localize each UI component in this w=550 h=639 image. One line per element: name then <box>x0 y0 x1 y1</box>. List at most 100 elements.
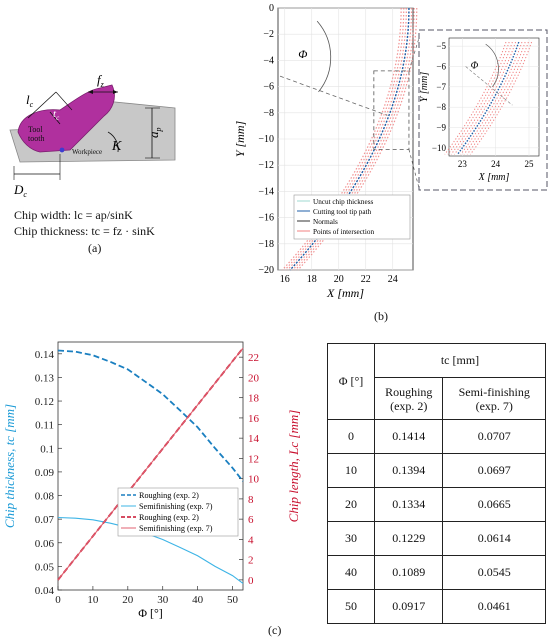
table-row: 20 0.1334 0.0665 <box>327 487 546 522</box>
inset-x-tick-label: 23 <box>458 159 468 169</box>
inset-y-tick-label: −6 <box>436 61 446 71</box>
left-y-tick-label: 0.12 <box>35 396 54 408</box>
table-row: 0 0.1414 0.0707 <box>327 419 546 454</box>
inset-x-tick-label: 25 <box>525 159 535 169</box>
label-tc: tc <box>53 108 60 122</box>
inset-y-axis-label: Y [mm] <box>419 72 430 102</box>
y-tick-label: −6 <box>263 82 274 93</box>
label-lc: lc <box>26 92 34 109</box>
normal-line <box>279 75 388 116</box>
zoom-region <box>373 70 410 150</box>
right-y-tick-label: 16 <box>248 413 260 425</box>
x-axis-label: Φ [°] <box>138 606 163 620</box>
left-y-tick-label: 0.07 <box>35 514 55 526</box>
legend-box <box>293 194 411 240</box>
x-tick-label: 10 <box>87 594 99 606</box>
left-y-tick-label: 0.14 <box>35 349 55 361</box>
right-y-tick-label: 20 <box>248 372 260 384</box>
legend-label: Semifinishing (exp. 7) <box>139 502 213 511</box>
legend-box <box>117 487 239 537</box>
table-header-tc: tc [mm] <box>374 343 546 378</box>
left-y-tick-label: 0.08 <box>35 491 55 503</box>
table-header-roughing: Roughing (exp. 2) <box>373 377 444 420</box>
inset-phi-label: Φ <box>471 61 479 72</box>
y-tick-label: −20 <box>258 265 274 276</box>
inset-x-axis-label: X [mm] <box>478 172 510 183</box>
inset-intersection-points <box>460 41 523 155</box>
right-y-axis-label: Chip length, Lc [mm] <box>286 410 301 523</box>
inset-tool-tip-path <box>457 41 520 155</box>
panel-b-label: (b) <box>374 309 388 323</box>
left-y-tick-label: 0.04 <box>35 585 55 597</box>
inset-intersection-points <box>469 41 533 155</box>
y-tick-label: −4 <box>263 55 274 66</box>
legend-label: Cutting tool tip path <box>313 208 372 216</box>
right-y-tick-label: 2 <box>248 555 254 567</box>
phi-label: Φ <box>298 47 307 61</box>
tool-tip-path <box>289 7 410 271</box>
chart-axes-box <box>57 341 244 591</box>
y-tick-label: −2 <box>263 29 274 40</box>
inset-normal-line <box>465 66 513 106</box>
y-tick-label: −18 <box>258 239 274 250</box>
y-tick-label: −8 <box>263 108 274 119</box>
chip-thickness-table: Φ [°] tc [mm] Roughing (exp. 2) Semi-fini… <box>327 343 546 624</box>
right-y-tick-label: 18 <box>248 393 260 405</box>
x-tick-label: 40 <box>192 594 204 606</box>
x-axis-label: X [mm] <box>326 286 364 300</box>
legend-label: Semifinishing (exp. 7) <box>139 524 213 533</box>
panel-b-plot: 16 18 20 22 24 0 −2 −4 −6 −8 −10 −12 −14 −16 −18 −20 Φ Un… <box>233 3 548 300</box>
inset-phi-arc <box>485 43 499 88</box>
table-row: 10 0.1394 0.0697 <box>327 453 546 488</box>
inset-y-tick-label: −10 <box>432 143 447 153</box>
label-tool: Tool <box>28 125 43 134</box>
inset-intersection-points <box>444 41 507 155</box>
x-tick-label: 0 <box>55 594 61 606</box>
table-row: 40 0.1089 0.0545 <box>327 555 546 590</box>
inset-y-tick-label: −5 <box>436 41 446 51</box>
series-line-1 <box>57 349 244 482</box>
right-y-tick-label: 6 <box>248 514 254 526</box>
right-y-tick-label: 14 <box>248 433 260 445</box>
label-dc: Dc <box>13 182 27 199</box>
panel-c-chart: 0 10 20 30 40 500.040.050.060.070.080.090.10.… <box>2 341 301 620</box>
right-y-tick-label: 8 <box>248 494 254 506</box>
tool-tip-marker <box>59 147 65 153</box>
label-kappa: K <box>111 139 122 154</box>
right-y-tick-label: 12 <box>248 453 259 465</box>
table-header-phi: Φ [°] <box>327 343 375 420</box>
legend-label: Normals <box>313 218 338 226</box>
x-tick-label: 30 <box>157 594 169 606</box>
zoom-connector <box>408 149 420 189</box>
series-line-4 <box>57 347 244 581</box>
table-header-semifinishing: Semi-finishing (exp. 7) <box>442 377 546 420</box>
inset-intersection-points <box>466 41 529 155</box>
legend-label: Roughing (exp. 2) <box>139 491 199 500</box>
left-y-tick-label: 0.11 <box>35 420 54 432</box>
panel-a-diagram: lc tc fz K ap Tool tooth Workpiece Dc <box>9 72 176 199</box>
left-y-axis-label: Chip thickness, tc [mm] <box>2 404 17 528</box>
y-tick-label: −14 <box>258 186 274 197</box>
table-row: 30 0.1229 0.0614 <box>327 521 546 556</box>
x-tick-label: 20 <box>122 594 134 606</box>
panel-c-label: (c) <box>268 623 282 637</box>
right-y-tick-label: 4 <box>248 534 254 546</box>
y-tick-label: −10 <box>258 134 274 145</box>
x-tick-label: 20 <box>334 274 344 285</box>
legend-label: Uncut chip thickness <box>313 198 373 206</box>
main-legend: Uncut chip thickness Cutting tool tip pat… <box>293 194 411 240</box>
left-y-tick-label: 0.13 <box>35 372 55 384</box>
inset-y-tick-label: −7 <box>436 82 446 92</box>
x-tick-label: 22 <box>361 274 371 285</box>
inset-intersection-points <box>447 41 510 155</box>
right-y-tick-label: 0 <box>248 575 254 587</box>
y-tick-label: 0 <box>269 3 274 14</box>
panel-a-label: (a) <box>88 241 102 255</box>
formula-chip-width: Chip width: lc = ap/sinK <box>14 208 133 222</box>
left-y-tick-label: 0.05 <box>35 561 55 573</box>
x-tick-label: 24 <box>388 274 398 285</box>
tool-tooth-shape <box>17 84 115 153</box>
right-y-tick-label: 10 <box>248 474 260 486</box>
y-tick-label: −12 <box>258 160 274 171</box>
label-tooth: tooth <box>28 134 44 143</box>
